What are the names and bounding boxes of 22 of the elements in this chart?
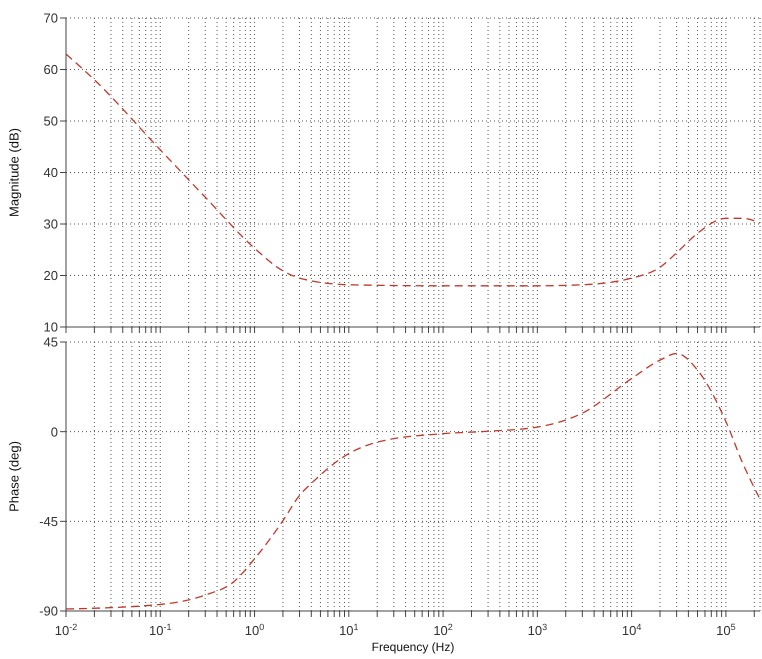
x-tick-label: 10$^{1}$ [339,622,359,638]
y-tick-label: 0 [50,424,58,440]
y-axis-title: Phase (deg) [6,441,22,512]
x-tick-label: 10$^{2}$ [433,622,453,638]
y-tick-label: -90 [39,604,58,619]
y-tick-label: 10 [44,320,58,335]
y-tick-label: -45 [39,514,58,529]
y-tick-label: 40 [44,165,58,180]
y-tick-label: 30 [44,216,58,232]
x-tick-label: 10$^{5}$ [716,622,736,638]
y-tick-label: 70 [44,10,58,26]
y-axis-title: Magnitude (dB) [6,128,22,217]
x-tick-label: 10$^{0}$ [244,622,264,638]
x-axis-title: Frequency (Hz) [372,640,454,654]
y-tick-label: 45 [44,334,58,350]
y-tick-label: 50 [44,114,58,129]
x-tick-label: 10$^{3}$ [528,622,548,638]
y-tick-label: 20 [44,268,58,284]
x-tick-label: 10$^{-2}$ [54,622,78,638]
x-tick-label: 10$^{4}$ [622,622,642,638]
y-tick-label: 60 [44,62,58,78]
x-tick-label: 10$^{-1}$ [149,622,172,638]
